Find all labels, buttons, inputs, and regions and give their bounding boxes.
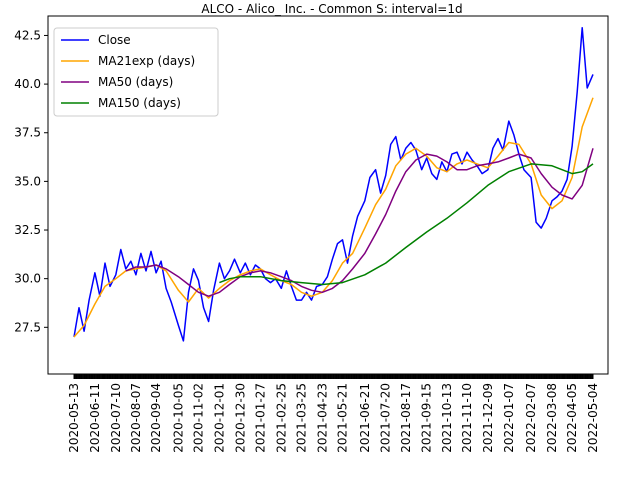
x-tick-label: 2021-01-27: [253, 383, 267, 453]
x-tick-label: 2021-04-23: [315, 383, 329, 453]
x-tick-label: 2020-07-10: [109, 383, 123, 453]
x-tick-label: 2021-09-15: [420, 383, 434, 453]
y-tick-label: 35.0: [14, 174, 41, 188]
series-line-3: [219, 163, 594, 286]
x-tick-label: 2022-02-07: [524, 383, 538, 453]
legend-label-0: Close: [98, 33, 131, 47]
legend-label-1: MA21exp (days): [98, 54, 195, 68]
legend-label-2: MA50 (days): [98, 75, 173, 89]
y-tick-label: 27.5: [14, 320, 41, 334]
legend: Close MA21exp (days) MA50 (days) MA150 (day…: [53, 27, 219, 117]
x-tick-label: 2020-12-30: [233, 383, 247, 453]
y-tick-label: 42.5: [14, 28, 41, 42]
x-tick-label: 2020-12-01: [212, 383, 226, 453]
y-axis: 27.5 30.0 32.5 35.0 37.5 40.0 42.5: [14, 28, 48, 334]
y-tick-label: 30.0: [14, 272, 41, 286]
series-line-0: [73, 26, 594, 342]
series-layer: [73, 26, 594, 342]
x-tick-label: 2021-06-21: [358, 383, 372, 453]
x-tick-label: 2021-12-09: [481, 383, 495, 453]
x-tick-label: 2020-11-02: [192, 383, 206, 453]
legend-label-3: MA150 (days): [98, 96, 181, 110]
y-tick-label: 32.5: [14, 223, 41, 237]
legend-box: [53, 27, 219, 117]
x-tick-label: 2021-11-10: [460, 383, 474, 453]
series-line-1: [73, 97, 594, 338]
x-tick-label: 2021-02-25: [274, 383, 288, 453]
y-tick-label: 37.5: [14, 126, 41, 140]
x-tick-label: 2022-05-04: [586, 383, 600, 453]
x-tick-label: 2020-06-11: [88, 383, 102, 453]
x-tick-label: 2021-03-25: [295, 383, 309, 453]
x-tick-label: 2020-05-13: [67, 383, 81, 453]
series-line-2: [125, 148, 594, 297]
chart-title: ALCO - Alico_ Inc. - Common S: interval=…: [201, 2, 462, 16]
x-tick-label: 2020-09-04: [149, 383, 163, 453]
x-tick-label: 2022-04-05: [565, 383, 579, 453]
x-tick-label: 2021-07-20: [379, 383, 393, 453]
x-tick-label: 2022-01-07: [502, 383, 516, 453]
x-tick-label: 2021-10-13: [440, 383, 454, 453]
x-tick-label: 2020-08-07: [129, 383, 143, 453]
x-tick-label: 2022-03-08: [545, 383, 559, 453]
y-tick-label: 40.0: [14, 77, 41, 91]
x-tick-label: 2021-05-21: [336, 383, 350, 453]
x-axis: 2020-05-13 2020-06-11 2020-07-10 2020-08-07…: [67, 374, 600, 453]
x-tick-label: 2020-10-05: [171, 383, 185, 453]
x-tick-label: 2021-08-17: [399, 383, 413, 453]
